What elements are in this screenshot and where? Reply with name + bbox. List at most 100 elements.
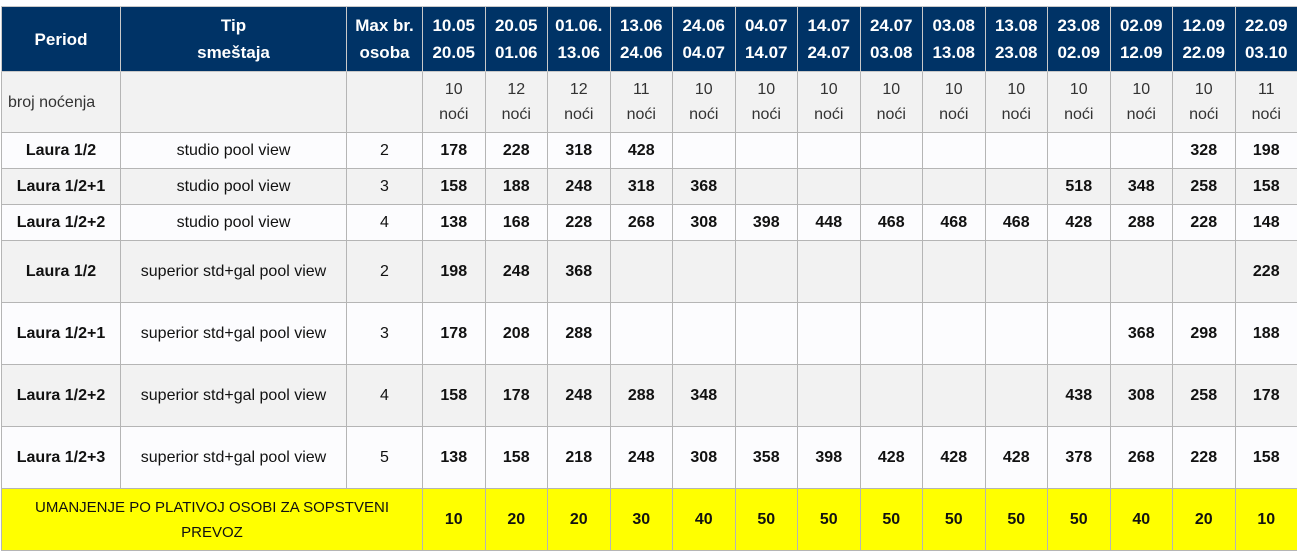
- room-name: Laura 1/2+1: [1, 168, 121, 205]
- price-cell: 428: [609, 132, 673, 169]
- price-cell: 248: [609, 426, 673, 489]
- price-cell: 188: [1234, 302, 1297, 365]
- price-cell: 228: [547, 204, 611, 241]
- price-cell: 138: [422, 204, 486, 241]
- discount-cell: 50: [734, 488, 798, 551]
- nights-unit: noći: [1251, 106, 1281, 123]
- price-cell: [1109, 132, 1173, 169]
- discount-cell: 20: [1172, 488, 1236, 551]
- price-cell: 218: [547, 426, 611, 489]
- nights-cell: 12 noći: [547, 71, 611, 133]
- price-cell: 368: [547, 240, 611, 303]
- empty-cell: [346, 71, 423, 133]
- price-cell: 138: [422, 426, 486, 489]
- price-cell: [859, 168, 923, 205]
- price-cell: 178: [484, 364, 548, 427]
- nights-count: 12: [569, 81, 588, 98]
- nights-cell: 10 noći: [797, 71, 861, 133]
- nights-cell: 10 noći: [734, 71, 798, 133]
- price-cell: 228: [1234, 240, 1297, 303]
- nights-cell: 11 noći: [1234, 71, 1297, 133]
- nights-count: 10: [1194, 81, 1213, 98]
- nights-count: 12: [507, 81, 526, 98]
- max-persons: 2: [346, 240, 423, 303]
- price-cell: 428: [922, 426, 986, 489]
- price-cell: [859, 302, 923, 365]
- header-period-0: 10.05 20.05: [422, 6, 486, 72]
- period-start: 24.07: [869, 16, 913, 35]
- nights-cell: 10 noći: [672, 71, 736, 133]
- price-cell: [922, 302, 986, 365]
- period-start: 01.06.: [555, 16, 603, 35]
- period-end: 22.09: [1182, 43, 1226, 62]
- price-cell: 428: [1047, 204, 1111, 241]
- nights-unit: noći: [751, 106, 781, 123]
- room-type: superior std+gal pool view: [120, 364, 347, 427]
- max-persons: 3: [346, 302, 423, 365]
- price-cell: [672, 240, 736, 303]
- price-cell: 308: [1109, 364, 1173, 427]
- header-max-line1: Max br.: [355, 16, 414, 35]
- price-cell: [984, 302, 1048, 365]
- price-cell: [672, 132, 736, 169]
- price-cell: 248: [484, 240, 548, 303]
- nights-count: 10: [1007, 81, 1026, 98]
- price-cell: 348: [1109, 168, 1173, 205]
- period-start: 03.08: [932, 16, 976, 35]
- price-cell: 288: [547, 302, 611, 365]
- table-row: Laura 1/2+2 studio pool view 4 138 168 228 268…: [1, 204, 1297, 241]
- nights-cell: 10 noći: [859, 71, 923, 133]
- nights-unit: noći: [439, 106, 469, 123]
- price-table: Period Tip smeštaja Max br. osoba 10.05 20.…: [1, 6, 1297, 551]
- nights-cell: 11 noći: [609, 71, 673, 133]
- header-period-7: 24.07 03.08: [859, 6, 923, 72]
- header-max: Max br. osoba: [346, 6, 423, 72]
- nights-unit: noći: [1126, 106, 1156, 123]
- price-cell: [797, 132, 861, 169]
- price-cell: 148: [1234, 204, 1297, 241]
- nights-cell: 10 noći: [1109, 71, 1173, 133]
- table-row: Laura 1/2+3 superior std+gal pool view 5 13…: [1, 426, 1297, 489]
- nights-unit: noći: [626, 106, 656, 123]
- period-end: 23.08: [994, 43, 1038, 62]
- nights-unit: noći: [501, 106, 531, 123]
- nights-unit: noći: [1189, 106, 1219, 123]
- nights-count: 11: [632, 81, 650, 98]
- price-cell: [984, 364, 1048, 427]
- price-cell: 308: [672, 426, 736, 489]
- nights-count: 10: [1069, 81, 1088, 98]
- price-cell: [1172, 240, 1236, 303]
- period-end: 03.08: [869, 43, 913, 62]
- price-cell: [797, 302, 861, 365]
- price-cell: 198: [1234, 132, 1297, 169]
- price-cell: [797, 364, 861, 427]
- period-start: 13.06: [619, 16, 663, 35]
- price-cell: 368: [1109, 302, 1173, 365]
- nights-count: 10: [444, 81, 463, 98]
- header-period-6: 14.07 24.07: [797, 6, 861, 72]
- price-cell: 178: [422, 302, 486, 365]
- price-cell: [922, 168, 986, 205]
- max-persons: 4: [346, 364, 423, 427]
- discount-cell: 10: [422, 488, 486, 551]
- period-start: 10.05: [432, 16, 476, 35]
- nights-count: 10: [1132, 81, 1151, 98]
- period-start: 04.07: [744, 16, 788, 35]
- price-cell: 328: [1172, 132, 1236, 169]
- price-cell: [1109, 240, 1173, 303]
- price-cell: [672, 302, 736, 365]
- header-period: Period: [1, 6, 121, 72]
- header-period-11: 02.09 12.09: [1109, 6, 1173, 72]
- discount-cell: 30: [609, 488, 673, 551]
- price-cell: 428: [859, 426, 923, 489]
- price-cell: 288: [1109, 204, 1173, 241]
- room-name: Laura 1/2: [1, 132, 121, 169]
- discount-cell: 50: [1047, 488, 1111, 551]
- discount-cell: 10: [1234, 488, 1297, 551]
- price-cell: [922, 364, 986, 427]
- price-cell: [1047, 240, 1111, 303]
- price-cell: 158: [422, 168, 486, 205]
- price-cell: 298: [1172, 302, 1236, 365]
- price-cell: [734, 132, 798, 169]
- price-cell: 318: [609, 168, 673, 205]
